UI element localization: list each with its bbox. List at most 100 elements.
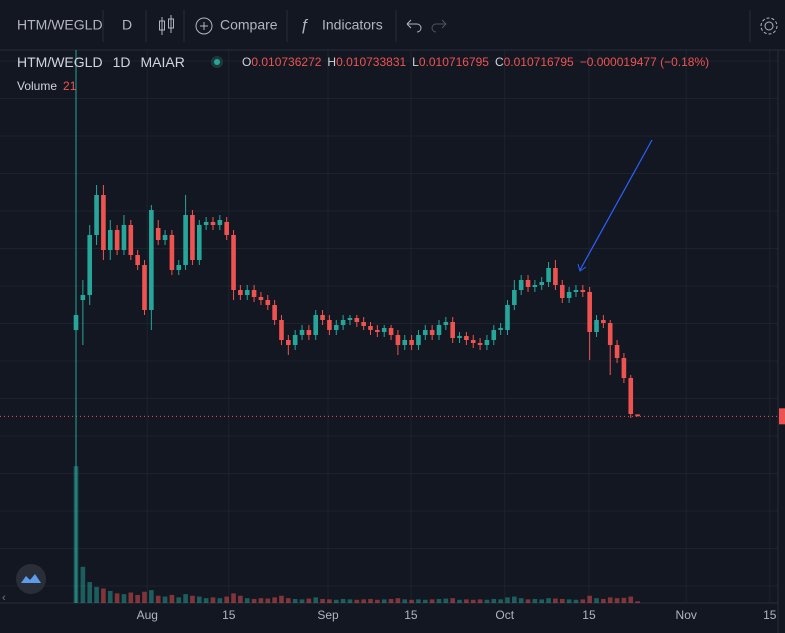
volume-bar: [155, 595, 161, 603]
candle-body: [224, 222, 229, 235]
volume-bar: [224, 596, 229, 603]
candle-body: [505, 305, 510, 330]
candle-body: [381, 328, 387, 332]
indicators-button[interactable]: Indicators: [322, 17, 383, 33]
interval-button[interactable]: D: [122, 17, 132, 33]
candle-body: [477, 343, 483, 345]
volume-bar: [525, 599, 531, 603]
volume-bar: [176, 597, 182, 603]
x-tick-label: Aug: [137, 608, 158, 622]
logo[interactable]: [16, 564, 46, 594]
volume-bar: [258, 598, 264, 603]
volume-bar: [443, 598, 449, 603]
symbol-button[interactable]: HTM/WEGLD: [17, 17, 103, 33]
candle-body: [375, 330, 380, 332]
volume-bar: [87, 582, 93, 603]
l-value: 0.010716795: [419, 55, 489, 69]
compare-button[interactable]: Compare: [220, 17, 278, 33]
o-label: O: [242, 55, 251, 69]
volume-bar: [320, 598, 325, 603]
volume-bar: [368, 598, 373, 603]
chart-type-button[interactable]: [159, 15, 174, 35]
candle-body: [299, 330, 305, 335]
candle-body: [196, 225, 202, 260]
candle-body: [87, 235, 93, 295]
c-value: 0.010716795: [504, 55, 574, 69]
toolbar-bg: [0, 0, 785, 50]
volume-bar: [559, 598, 565, 603]
candle-body: [470, 340, 476, 343]
candle-body: [149, 210, 154, 310]
volume-bar: [375, 599, 380, 603]
candle-body: [169, 235, 175, 270]
scroll-left[interactable]: ‹: [2, 592, 6, 604]
l-label: L: [412, 55, 419, 69]
volume-bar: [621, 597, 627, 603]
volume-bar: [614, 598, 620, 603]
candle-body: [244, 290, 250, 295]
x-tick-label: 15: [222, 608, 236, 622]
candle-body: [80, 295, 86, 300]
candle-body: [464, 336, 469, 340]
candle-body: [422, 330, 428, 335]
candle-body: [607, 323, 613, 345]
candle-body: [525, 280, 531, 287]
volume-bar: [512, 596, 517, 603]
settings-button[interactable]: [760, 17, 778, 35]
volume-bar: [416, 599, 421, 603]
volume-bar: [395, 598, 401, 603]
candle-body: [135, 255, 140, 265]
volume-bar: [566, 599, 572, 603]
volume-bar: [169, 594, 175, 603]
candle-body: [176, 265, 182, 270]
volume-bar: [306, 598, 312, 603]
volume-bar: [518, 598, 524, 603]
volume-bar: [80, 566, 86, 603]
volume-bar: [422, 599, 428, 603]
h-label: H: [327, 55, 336, 69]
volume-bar: [299, 599, 305, 603]
volume-bar: [313, 597, 319, 603]
candle-body: [368, 326, 373, 330]
volume-bar: [464, 599, 469, 603]
candle-body: [566, 292, 572, 298]
volume-bar: [238, 595, 243, 603]
volume-bar: [183, 594, 188, 603]
volume-bar: [149, 590, 154, 603]
volume-bar: [286, 598, 291, 603]
candle-body: [128, 225, 134, 255]
candle-body: [231, 235, 236, 290]
candle-body: [306, 330, 312, 335]
candle-body: [450, 322, 455, 338]
legend-exchange: MAIAR: [140, 54, 184, 70]
last-price-marker: [779, 408, 785, 425]
candle-body: [121, 225, 127, 250]
candle-body: [484, 340, 490, 345]
volume-bar: [491, 598, 497, 603]
candle-body: [361, 322, 366, 326]
candle-body: [559, 285, 565, 298]
candle-body: [594, 320, 599, 332]
candle-body: [279, 320, 284, 340]
undo-button[interactable]: [406, 19, 422, 33]
volume-bar: [142, 591, 147, 603]
volume-bar: [347, 599, 353, 603]
candle-body: [210, 222, 216, 225]
candle-body: [292, 335, 298, 345]
volume-bar: [251, 598, 257, 603]
candle-body: [429, 330, 435, 335]
candle-body: [395, 335, 401, 345]
volume-bar: [635, 601, 640, 603]
candle-body: [628, 378, 634, 414]
volume-bar: [333, 599, 339, 603]
candle-body: [621, 358, 627, 378]
redo-button[interactable]: [431, 19, 447, 33]
candle-body: [217, 220, 223, 225]
candle-body: [258, 297, 264, 300]
volume-bar: [436, 598, 442, 603]
candle-body: [183, 215, 188, 265]
legend-interval: 1D: [113, 54, 131, 70]
candle-body: [272, 305, 277, 320]
volume-bar: [244, 598, 250, 603]
